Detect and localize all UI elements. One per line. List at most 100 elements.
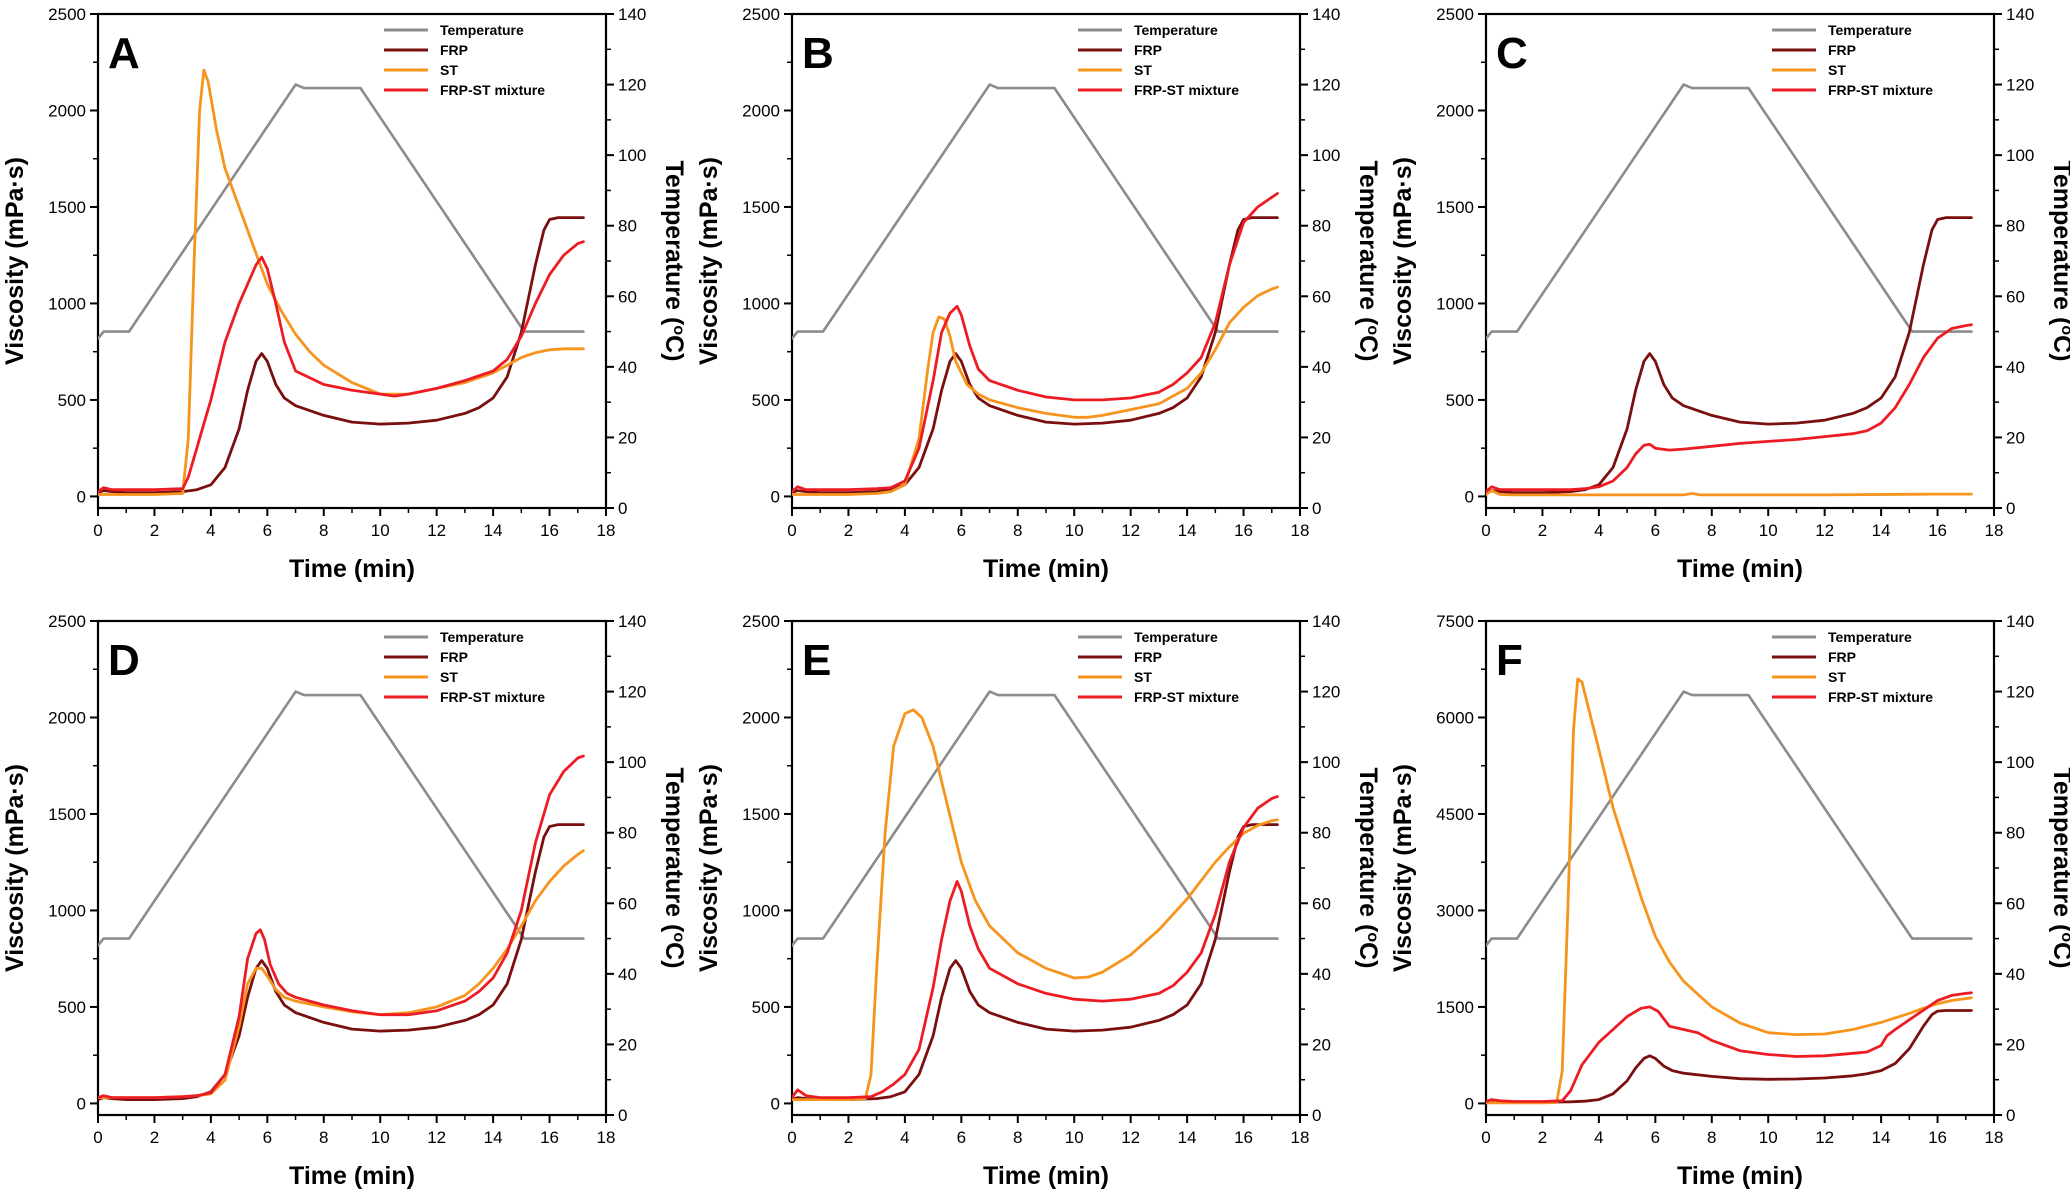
x-tick-label: 0 (1481, 1128, 1490, 1147)
y2-axis-title: Temperature (oC) (1354, 767, 1382, 968)
x-tick-label: 2 (150, 1128, 159, 1147)
x-tick-label: 4 (206, 521, 215, 540)
y-tick-label: 500 (1446, 391, 1474, 410)
y2-tick-label: 100 (618, 146, 646, 165)
y-tick-label: 1000 (48, 901, 86, 920)
y-tick-label: 500 (752, 391, 780, 410)
y2-axis-title-end: C) (2048, 335, 2070, 361)
y2-axis-title: Temperature (oC) (1354, 160, 1382, 361)
legend-label: Temperature (1134, 22, 1218, 38)
chart-panel-f: 0 2 4 6 8 10 12 14 16 180150030004500600075000204… (1389, 612, 2070, 1190)
y2-tick-label: 0 (2006, 499, 2015, 518)
y-tick-label: 2500 (48, 5, 86, 24)
x-tick-label: 18 (597, 521, 616, 540)
y-tick-label: 500 (752, 998, 780, 1017)
y-tick-label: 1000 (742, 901, 780, 920)
legend-label: FRP (1134, 649, 1162, 665)
y2-axis-title-degree: o (1365, 932, 1382, 942)
x-tick-label: 4 (1594, 521, 1603, 540)
series-line-frp-st-mixture (1486, 323, 1973, 493)
x-tick-label: 10 (371, 521, 390, 540)
legend-label: Temperature (1828, 629, 1912, 645)
x-tick-label: 8 (319, 1128, 328, 1147)
series-group (1486, 83, 1973, 497)
y-axis-title: Viscosity (mPa·s) (1, 157, 29, 365)
series-line-st (1486, 677, 1973, 1105)
y2-tick-label: 140 (1312, 612, 1340, 631)
y2-tick-label: 40 (2006, 358, 2025, 377)
panel-letter: F (1496, 636, 1523, 685)
y2-tick-label: 80 (1312, 824, 1331, 843)
x-tick-label: 18 (1985, 521, 2004, 540)
y-tick-label: 0 (1465, 1094, 1474, 1113)
legend-label: Temperature (440, 629, 524, 645)
legend-label: Temperature (440, 22, 524, 38)
x-tick-label: 6 (1651, 1128, 1660, 1147)
series-line-temperature (792, 690, 1279, 947)
y-axis-title: Viscosity (mPa·s) (695, 157, 723, 365)
y2-axis-title-end: C) (2048, 942, 2070, 968)
y2-axis-title-degree: o (671, 325, 688, 335)
y2-tick-label: 120 (618, 683, 646, 702)
legend-label: FRP-ST mixture (440, 689, 545, 705)
y-tick-label: 1500 (1436, 198, 1474, 217)
y2-tick-label: 60 (1312, 894, 1331, 913)
y2-axis-title: Temperature (oC) (2048, 160, 2070, 361)
x-tick-label: 0 (787, 521, 796, 540)
x-tick-label: 8 (1013, 1128, 1022, 1147)
y2-tick-label: 80 (618, 217, 637, 236)
series-line-frp (1486, 216, 1973, 494)
series-group (792, 83, 1279, 496)
y2-tick-label: 20 (1312, 428, 1331, 447)
y2-tick-label: 80 (2006, 824, 2025, 843)
legend: Temperature FRP ST FRP-ST mixture (384, 629, 545, 705)
y-axis-title: Viscosity (mPa·s) (695, 764, 723, 972)
y-tick-label: 2500 (48, 612, 86, 631)
series-line-st (1486, 489, 1973, 497)
y2-tick-label: 40 (1312, 965, 1331, 984)
series-line-temperature (1486, 690, 1973, 947)
x-tick-label: 4 (900, 1128, 909, 1147)
chart-panel-d: 0 2 4 6 8 10 12 14 16 180500100015002000250002040… (1, 612, 688, 1190)
legend: Temperature FRP ST FRP-ST mixture (1078, 629, 1239, 705)
y-tick-label: 3000 (1436, 901, 1474, 920)
y2-tick-label: 20 (1312, 1035, 1331, 1054)
y2-axis-title-main: Temperature ( (660, 767, 688, 933)
legend: Temperature FRP ST FRP-ST mixture (1772, 22, 1933, 98)
x-tick-label: 10 (1065, 521, 1084, 540)
series-group (98, 690, 585, 1101)
series-line-temperature (1486, 83, 1973, 340)
y-tick-label: 1000 (1436, 294, 1474, 313)
y2-tick-label: 120 (2006, 76, 2034, 95)
x-tick-label: 2 (1538, 521, 1547, 540)
y2-axis-title-main: Temperature ( (2048, 767, 2070, 933)
x-tick-label: 0 (787, 1128, 796, 1147)
y2-tick-label: 80 (618, 824, 637, 843)
panel-letter: C (1496, 29, 1528, 78)
x-tick-label: 0 (93, 521, 102, 540)
x-axis-title: Time (min) (983, 1162, 1109, 1190)
legend-label: FRP-ST mixture (1134, 82, 1239, 98)
series-line-st (792, 285, 1279, 496)
legend-label: ST (1828, 669, 1846, 685)
series-line-frp-st-mixture (1486, 991, 1973, 1103)
y-tick-label: 500 (58, 998, 86, 1017)
y2-axis-title-degree: o (2059, 932, 2070, 942)
series-line-frp-st-mixture (98, 754, 585, 1099)
y2-tick-label: 0 (618, 1106, 627, 1125)
x-tick-label: 14 (1872, 521, 1891, 540)
x-axis-title: Time (min) (289, 555, 415, 583)
x-axis-title: Time (min) (289, 1162, 415, 1190)
y-tick-label: 1500 (48, 198, 86, 217)
x-tick-label: 10 (1759, 1128, 1778, 1147)
y2-tick-label: 100 (2006, 146, 2034, 165)
y-tick-label: 0 (771, 1094, 780, 1113)
x-tick-label: 14 (1178, 1128, 1197, 1147)
y-tick-label: 2000 (48, 708, 86, 727)
x-tick-label: 4 (1594, 1128, 1603, 1147)
legend: Temperature FRP ST FRP-ST mixture (1078, 22, 1239, 98)
series-line-frp (792, 216, 1279, 494)
legend-label: ST (1828, 62, 1846, 78)
y2-tick-label: 120 (2006, 683, 2034, 702)
y2-tick-label: 60 (2006, 287, 2025, 306)
